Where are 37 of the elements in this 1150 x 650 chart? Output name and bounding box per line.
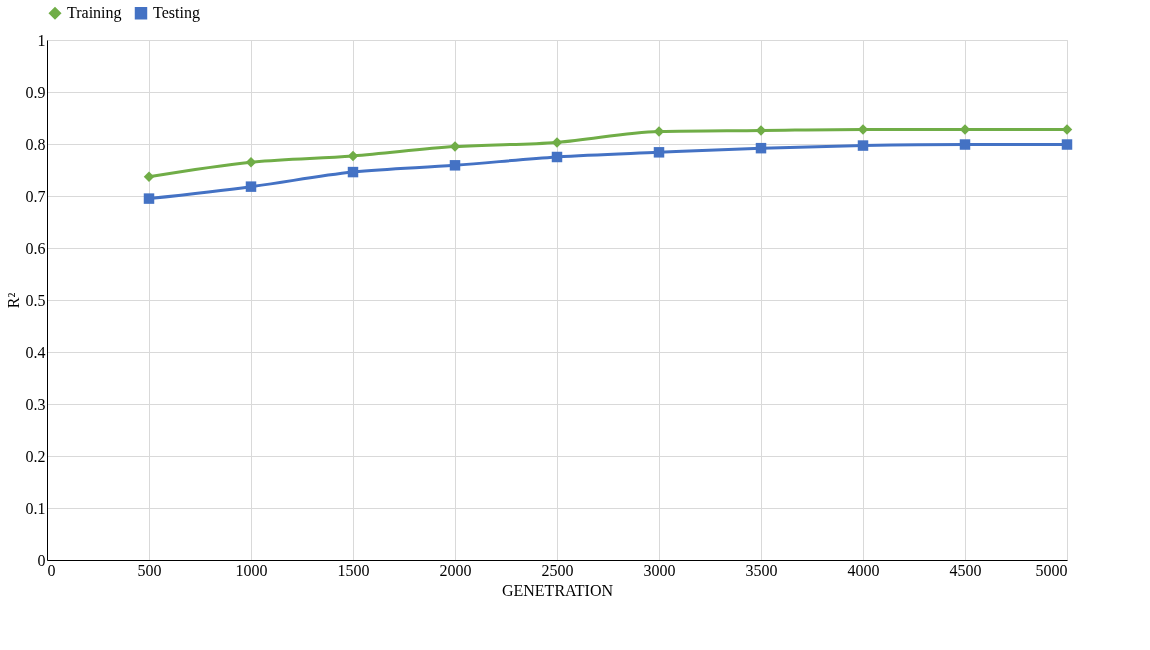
point bbox=[551, 151, 563, 163]
y-tick-label: 0.9 bbox=[25, 83, 46, 101]
point bbox=[245, 156, 257, 168]
y-tick-label: 0.8 bbox=[25, 135, 46, 153]
y-tick-label: 0.1 bbox=[25, 499, 46, 517]
y-tick-label: 0.2 bbox=[25, 447, 46, 465]
point bbox=[245, 181, 257, 192]
legend-label: Training bbox=[67, 4, 122, 23]
x-tick-label: 3500 bbox=[745, 561, 778, 579]
point bbox=[1061, 139, 1073, 150]
legend-label: Testing bbox=[153, 4, 200, 23]
y-tick-label: 0.6 bbox=[25, 239, 46, 257]
x-tick-label: 3000 bbox=[643, 561, 676, 579]
point bbox=[653, 147, 665, 158]
y-tick-label: 0.5 bbox=[25, 291, 46, 309]
x-tick-label: 500 bbox=[137, 561, 162, 579]
x-tick-label: 2000 bbox=[439, 561, 472, 579]
y-tick-label: 0.7 bbox=[25, 187, 46, 205]
point bbox=[755, 142, 767, 154]
x-axis-title: GENETRATION bbox=[501, 581, 614, 599]
x-tick-label: 4000 bbox=[847, 561, 880, 579]
x-tick-label: 1500 bbox=[337, 561, 370, 579]
point bbox=[959, 139, 971, 150]
x-tick-label: 4500 bbox=[949, 561, 982, 579]
x-tick-label: 5000 bbox=[1035, 561, 1068, 579]
point bbox=[857, 140, 869, 151]
x-tick-label: 1000 bbox=[235, 561, 268, 579]
y-axis-title: R² bbox=[4, 292, 22, 309]
point bbox=[143, 171, 155, 182]
y-tick-label: 0.4 bbox=[25, 343, 46, 361]
x-tick-label: 2500 bbox=[541, 561, 574, 579]
y-tick-label: 0.3 bbox=[25, 395, 46, 413]
y-tick-label: 1 bbox=[37, 31, 46, 49]
point bbox=[347, 166, 359, 178]
point bbox=[143, 193, 155, 204]
point bbox=[449, 160, 461, 171]
point bbox=[551, 137, 563, 148]
